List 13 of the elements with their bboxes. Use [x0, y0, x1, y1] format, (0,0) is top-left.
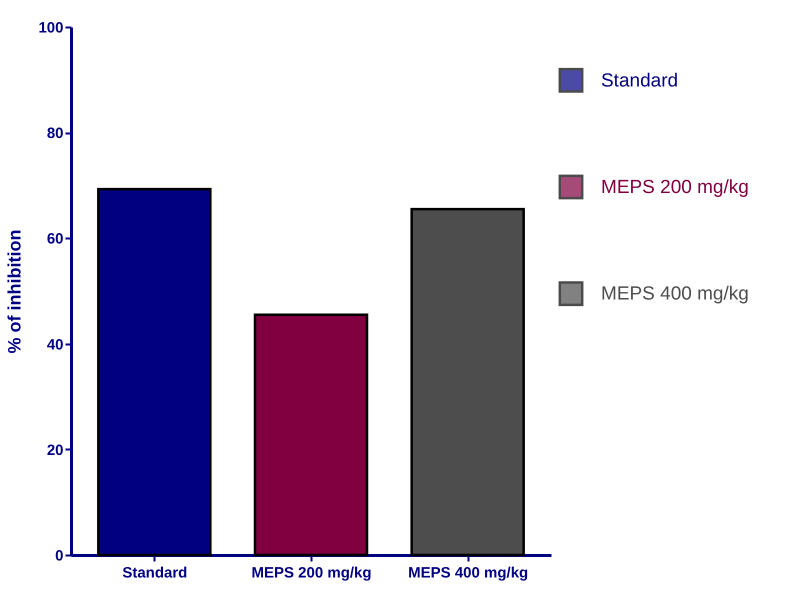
x-tick-label: Standard: [122, 564, 188, 582]
x-tick-label: MEPS 200 mg/kg: [251, 564, 372, 582]
y-tick-label: 80: [46, 125, 64, 142]
x-tick-label: MEPS 400 mg/kg: [408, 564, 528, 582]
legend-label: MEPS 400 mg/kg: [601, 284, 749, 305]
y-tick-label: 60: [46, 230, 64, 248]
y-tick-label: 40: [46, 336, 64, 354]
legend-label: Standard: [601, 70, 678, 92]
y-axis-title: % of inhibition: [4, 230, 24, 354]
y-tick-label: 20: [46, 442, 64, 459]
legend-label: MEPS 200 mg/kg: [601, 177, 749, 198]
y-tick-label: 0: [55, 548, 64, 564]
y-tick-label: 100: [38, 20, 64, 36]
